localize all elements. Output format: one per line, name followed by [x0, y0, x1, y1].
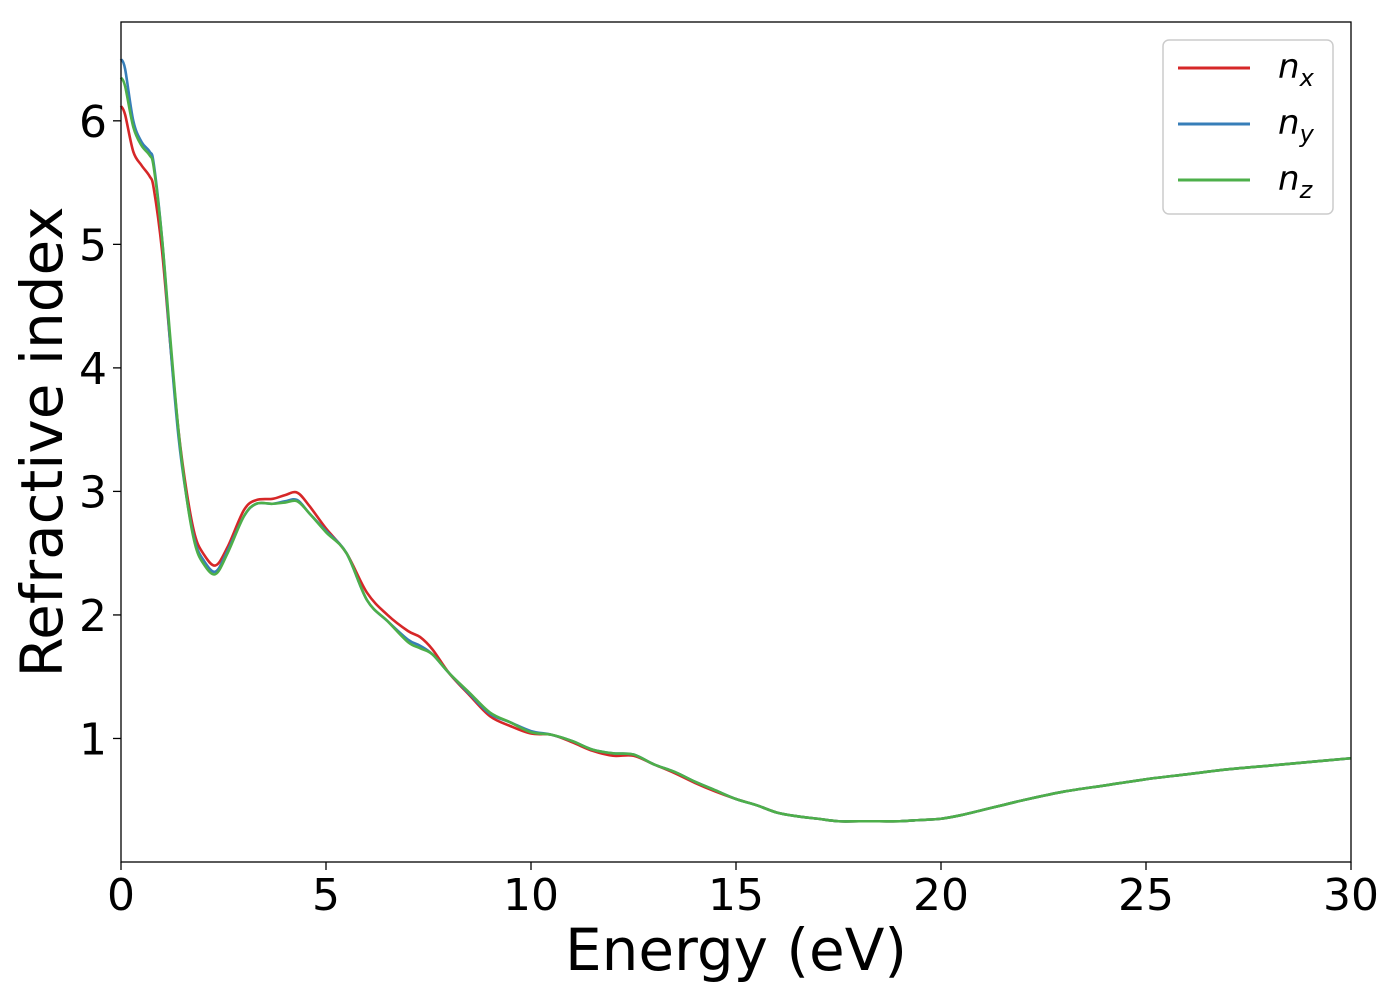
- legend-label-subscript: x: [1299, 64, 1315, 92]
- legend-label-subscript: y: [1299, 120, 1315, 148]
- y-tick-label: 2: [79, 591, 107, 642]
- x-tick-label: 5: [312, 870, 340, 921]
- y-tick-label: 5: [79, 220, 107, 271]
- legend-box: [1162, 39, 1334, 215]
- legend-label-subscript: z: [1299, 176, 1314, 204]
- x-tick-label: 20: [913, 870, 969, 921]
- series-line-nz: [119, 76, 1352, 823]
- x-tick-label: 0: [107, 870, 135, 921]
- x-tick-label: 10: [503, 870, 559, 921]
- legend-label-nz: nz: [1278, 159, 1314, 204]
- legend-label-ny: ny: [1278, 103, 1315, 148]
- x-tick-label: 15: [708, 870, 764, 921]
- legend-label-base: n: [1278, 159, 1300, 199]
- legend-label-base: n: [1278, 103, 1300, 143]
- x-tick-label: 30: [1323, 870, 1379, 921]
- y-tick-label: 4: [79, 344, 107, 395]
- y-tick-label: 1: [79, 714, 107, 765]
- plot-area: [119, 58, 1352, 823]
- y-tick-label: 3: [79, 467, 107, 518]
- y-tick-label: 6: [79, 97, 107, 148]
- y-axis-title: Refractive index: [8, 206, 76, 677]
- y-axis: 1 2 3 4 5 6: [79, 97, 121, 765]
- x-axis: 0 5 10 15 20 25 30: [107, 862, 1379, 921]
- legend-label-nx: nx: [1278, 47, 1315, 92]
- legend-label-base: n: [1278, 47, 1300, 87]
- x-tick-label: 25: [1118, 870, 1174, 921]
- x-axis-title: Energy (eV): [565, 916, 907, 984]
